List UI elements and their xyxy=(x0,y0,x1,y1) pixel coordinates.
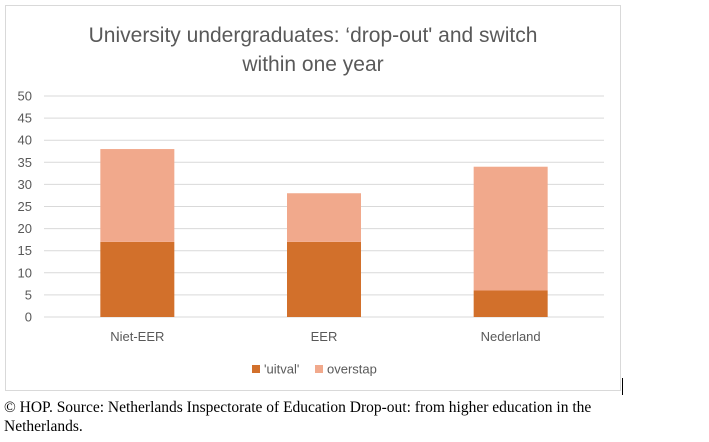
bar-niet-eer-overstap xyxy=(100,149,175,242)
bar-eer-uitval xyxy=(287,241,361,317)
y-tick-label-25: 25 xyxy=(18,199,32,214)
legend: 'uitval' overstap xyxy=(252,362,377,377)
bar-nederland-overstap xyxy=(473,166,548,291)
caption-line-1: © HOP. Source: Netherlands Inspectorate … xyxy=(4,399,592,416)
legend-swatch-uitval xyxy=(252,365,260,373)
y-tick-label-40: 40 xyxy=(18,133,32,148)
chart-title-line-1: University undergraduates: ‘drop-out' an… xyxy=(89,24,538,47)
figure-caption: © HOP. Source: Netherlands Inspectorate … xyxy=(4,398,704,436)
y-tick-label-5: 5 xyxy=(25,287,32,302)
stacked-bar-chart: University undergraduates: ‘drop-out' an… xyxy=(18,24,604,377)
bar-niet-eer-uitval xyxy=(100,241,175,317)
text-cursor xyxy=(622,378,623,395)
legend-swatch-overstap xyxy=(315,365,323,373)
chart-title-line-2: within one year xyxy=(241,53,383,76)
legend-label-uitval: 'uitval' xyxy=(264,362,299,377)
y-tick-label-50: 50 xyxy=(18,89,32,104)
y-tick-label-10: 10 xyxy=(18,265,32,280)
x-tick-label-eer: EER xyxy=(311,329,338,344)
x-axis-labels: Niet-EER EER Nederland xyxy=(110,329,540,344)
bars xyxy=(100,149,548,317)
x-tick-label-nederland: Nederland xyxy=(481,329,541,344)
y-tick-label-20: 20 xyxy=(18,221,32,236)
x-tick-label-niet-eer: Niet-EER xyxy=(110,329,164,344)
y-tick-label-35: 35 xyxy=(18,155,32,170)
legend-label-overstap: overstap xyxy=(327,362,377,377)
caption-line-2: Netherlands. xyxy=(4,418,83,435)
chart-frame: University undergraduates: ‘drop-out' an… xyxy=(5,5,621,391)
y-tick-label-30: 30 xyxy=(18,177,32,192)
bar-eer-overstap xyxy=(287,193,361,242)
bar-nederland-uitval xyxy=(473,290,548,317)
y-tick-label-15: 15 xyxy=(18,243,32,258)
y-tick-label-0: 0 xyxy=(25,310,32,325)
y-axis-ticks: 0 5 10 15 20 25 30 35 40 45 50 xyxy=(18,89,32,325)
y-tick-label-45: 45 xyxy=(18,111,32,126)
